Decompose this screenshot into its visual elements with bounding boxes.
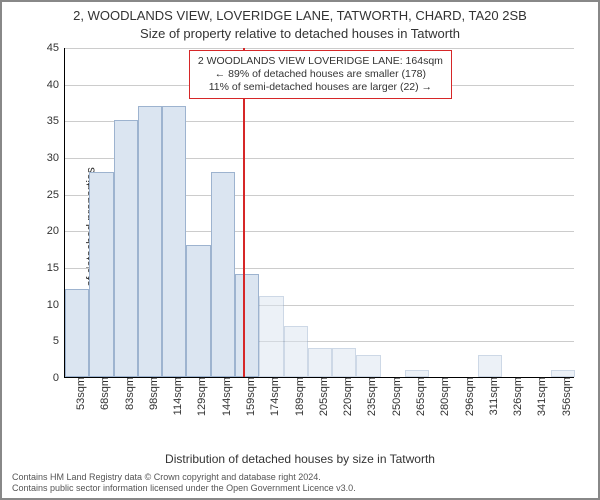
histogram-bar (308, 348, 332, 377)
histogram-bar (332, 348, 356, 377)
x-tick-label: 129sqm (192, 377, 208, 416)
y-tick-label: 10 (47, 299, 65, 311)
histogram-bar (478, 355, 502, 377)
y-tick-label: 20 (47, 225, 65, 237)
x-axis-label: Distribution of detached houses by size … (2, 452, 598, 466)
x-tick-label: 159sqm (241, 377, 257, 416)
histogram-bar (114, 120, 138, 377)
annotation-line: ← 89% of detached houses are smaller (17… (198, 68, 443, 81)
x-tick-label: 68sqm (95, 377, 111, 410)
x-tick-label: 235sqm (362, 377, 378, 416)
x-tick-label: 326sqm (508, 377, 524, 416)
footer-line1: Contains HM Land Registry data © Crown c… (12, 472, 588, 483)
chart-title-line1: 2, WOODLANDS VIEW, LOVERIDGE LANE, TATWO… (2, 8, 598, 23)
annotation-line: 11% of semi-detached houses are larger (… (198, 81, 443, 94)
plot-area: 05101520253035404553sqm68sqm83sqm98sqm11… (64, 48, 574, 378)
footer-attribution: Contains HM Land Registry data © Crown c… (12, 472, 588, 494)
annotation-box: 2 WOODLANDS VIEW LOVERIDGE LANE: 164sqm←… (189, 50, 452, 99)
y-tick-label: 5 (53, 335, 65, 347)
annotation-line: 2 WOODLANDS VIEW LOVERIDGE LANE: 164sqm (198, 55, 443, 68)
histogram-bar (211, 172, 235, 377)
x-tick-label: 114sqm (168, 377, 184, 415)
x-tick-label: 220sqm (338, 377, 354, 416)
x-tick-label: 296sqm (460, 377, 476, 416)
histogram-bar (235, 274, 259, 377)
x-tick-label: 144sqm (217, 377, 233, 416)
x-tick-label: 311sqm (484, 377, 500, 415)
gridline (65, 48, 574, 49)
histogram-bar (284, 326, 308, 377)
x-tick-label: 98sqm (144, 377, 160, 410)
histogram-bar (356, 355, 380, 377)
histogram-bar (259, 296, 283, 377)
x-tick-label: 189sqm (290, 377, 306, 416)
x-tick-label: 265sqm (411, 377, 427, 416)
histogram-bar (186, 245, 210, 377)
histogram-bar (162, 106, 186, 377)
x-tick-label: 53sqm (71, 377, 87, 410)
y-tick-label: 15 (47, 262, 65, 274)
y-tick-label: 45 (47, 42, 65, 54)
y-tick-label: 35 (47, 115, 65, 127)
histogram-bar (405, 370, 429, 377)
y-tick-label: 25 (47, 189, 65, 201)
histogram-bar (65, 289, 89, 377)
y-tick-label: 0 (53, 372, 65, 384)
x-tick-label: 341sqm (532, 377, 548, 416)
chart-container: { "chart": { "type": "histogram", "title… (0, 0, 600, 500)
x-tick-label: 174sqm (265, 377, 281, 416)
histogram-bar (551, 370, 575, 377)
footer-line2: Contains public sector information licen… (12, 483, 588, 494)
chart-title-line2: Size of property relative to detached ho… (2, 26, 598, 41)
x-tick-label: 205sqm (314, 377, 330, 416)
histogram-bar (89, 172, 113, 377)
y-tick-label: 40 (47, 79, 65, 91)
x-tick-label: 250sqm (387, 377, 403, 416)
y-tick-label: 30 (47, 152, 65, 164)
x-tick-label: 83sqm (120, 377, 136, 410)
x-tick-label: 356sqm (557, 377, 573, 416)
x-tick-label: 280sqm (435, 377, 451, 416)
histogram-bar (138, 106, 162, 377)
